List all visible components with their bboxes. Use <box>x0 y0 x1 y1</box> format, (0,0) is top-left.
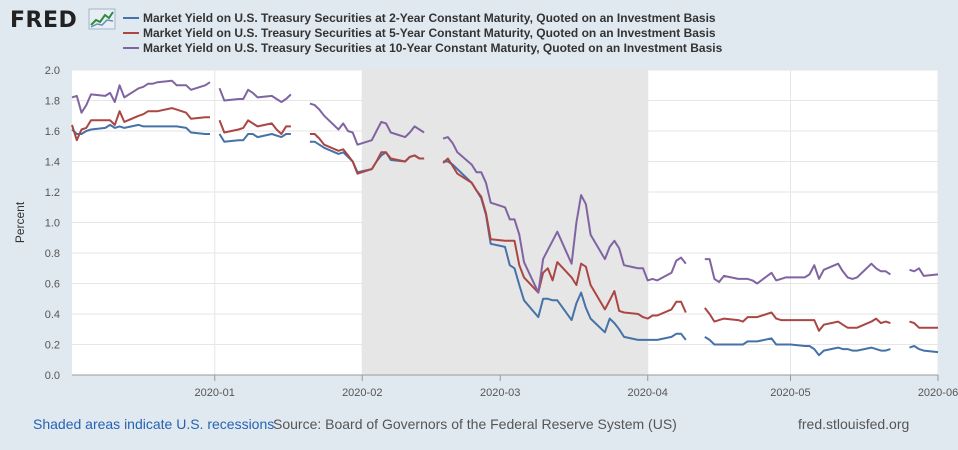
series-10-year-line <box>909 267 939 277</box>
legend-swatch-5-year <box>123 31 139 34</box>
source-text: Source: Board of Governors of the Federa… <box>273 416 677 432</box>
legend-swatch-10-year <box>123 46 139 49</box>
y-tick-label: 2.0 <box>45 65 60 77</box>
fred-logo[interactable]: FRED <box>10 8 78 33</box>
series-2-year-line <box>71 123 210 135</box>
recession-note-link[interactable]: Shaded areas indicate U.S. recessions <box>33 416 275 432</box>
x-tick-label: 2020-04 <box>628 387 668 399</box>
y-tick-label: 0.6 <box>45 279 60 291</box>
series-2-year-line <box>218 133 291 143</box>
site-url-link[interactable]: fred.stlouisfed.org <box>798 416 910 432</box>
series-2-year-line <box>909 345 939 354</box>
legend-swatch-2-year <box>123 16 139 19</box>
x-tick-label: 2020-01 <box>195 387 235 399</box>
legend-label-5-year: Market Yield on U.S. Treasury Securities… <box>143 26 716 40</box>
series-10-year-line <box>309 102 425 146</box>
legend-item-10-year: Market Yield on U.S. Treasury Securities… <box>123 41 722 56</box>
x-tick-label: 2020-06 <box>918 387 958 399</box>
y-tick-label: 0.4 <box>45 309 60 321</box>
y-tick-label: 1.8 <box>45 96 60 108</box>
series-10-year-line <box>218 87 292 103</box>
series-5-year-line <box>71 107 210 142</box>
y-tick-label: 1.6 <box>45 126 60 138</box>
legend-label-2-year: Market Yield on U.S. Treasury Securities… <box>143 11 716 25</box>
series-10-year-line <box>442 136 687 294</box>
y-tick-label: 1.2 <box>45 187 60 199</box>
legend-item-5-year: Market Yield on U.S. Treasury Securities… <box>123 26 722 41</box>
y-tick-label: 0.2 <box>45 340 60 352</box>
y-tick-label: 0.0 <box>45 370 60 382</box>
y-tick-label: 0.8 <box>45 248 60 260</box>
x-tick-label: 2020-03 <box>480 387 520 399</box>
fred-chart-logo-icon <box>88 8 116 30</box>
series-5-year-line <box>442 157 687 320</box>
series-5-year-line <box>909 320 938 329</box>
legend-label-10-year: Market Yield on U.S. Treasury Securities… <box>143 41 723 55</box>
series-5-year-line <box>218 119 291 135</box>
y-tick-label: 1.0 <box>45 218 60 230</box>
series-5-year-line <box>704 307 891 332</box>
chart-legend: Market Yield on U.S. Treasury Securities… <box>123 11 722 56</box>
x-tick-label: 2020-02 <box>342 387 382 399</box>
series-10-year-line <box>71 79 211 114</box>
legend-item-2-year: Market Yield on U.S. Treasury Securities… <box>123 11 722 26</box>
series-10-year-line <box>704 258 891 285</box>
series-5-year-line <box>309 133 425 175</box>
x-tick-label: 2020-05 <box>770 387 810 399</box>
y-axis-label: Percent <box>13 201 27 243</box>
series-2-year-line <box>704 336 891 357</box>
y-tick-label: 1.4 <box>45 157 60 169</box>
